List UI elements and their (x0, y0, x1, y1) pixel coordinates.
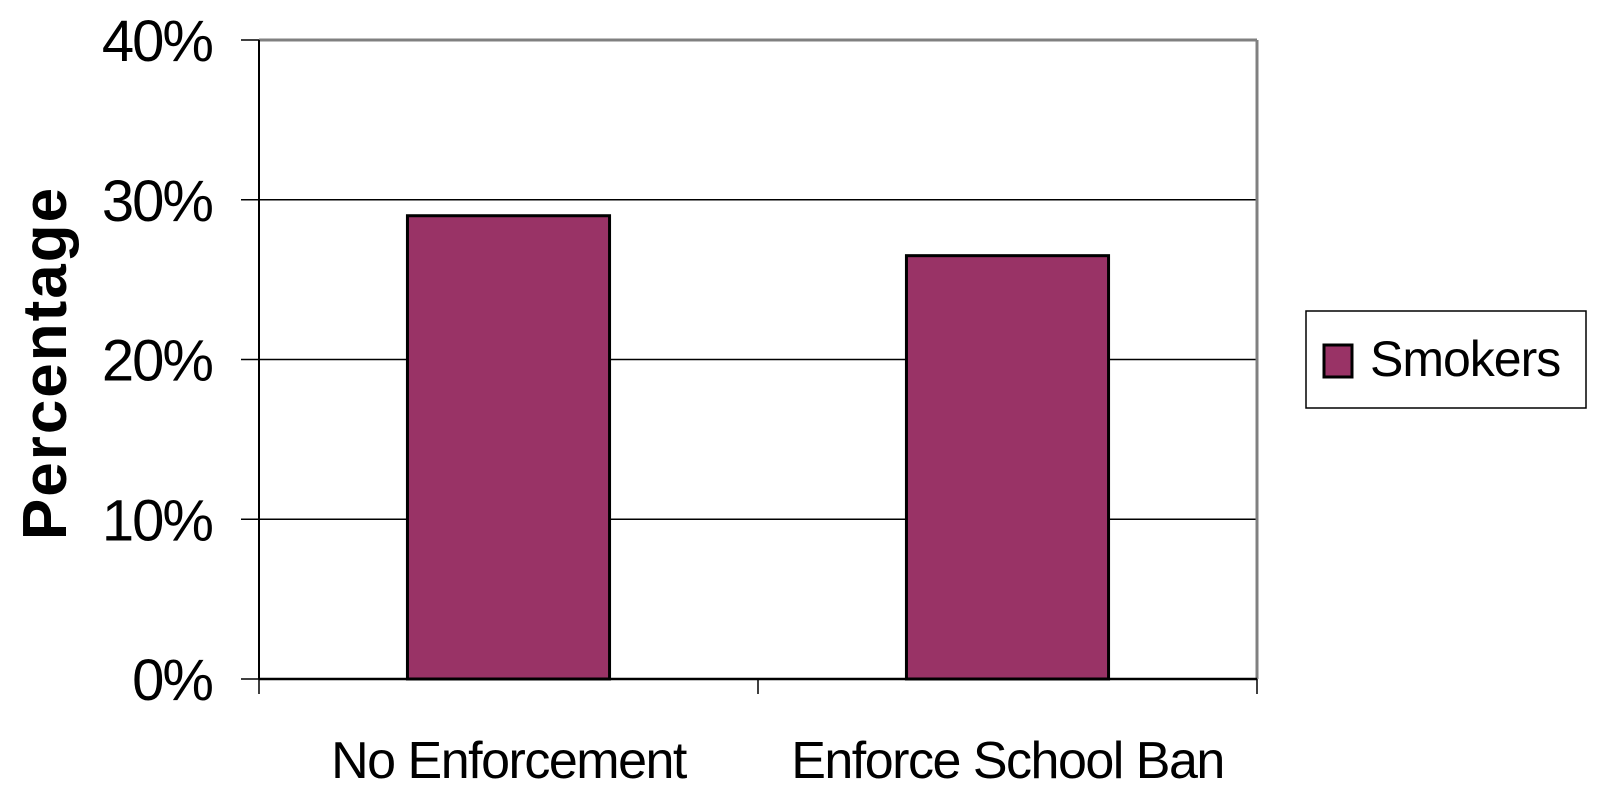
y-tick-labels: 0% 10% 20% 30% 40% (102, 9, 215, 713)
y-axis-title: Percentage (11, 186, 80, 540)
bar (904, 254, 1111, 681)
axes (241, 38, 1259, 694)
legend-swatch (1322, 343, 1354, 379)
y-tick-label: 30% (102, 169, 213, 234)
y-tick-label: 10% (102, 488, 213, 553)
bars (405, 214, 1111, 681)
legend: Smokers (1305, 310, 1587, 409)
x-category-label: Enforce School Ban (791, 732, 1224, 790)
legend-label: Smokers (1370, 331, 1560, 387)
y-tick-label: 0% (132, 648, 212, 713)
y-tick-label: 40% (102, 9, 213, 74)
x-category-labels: No Enforcement Enforce School Ban (331, 732, 1225, 790)
bar (405, 214, 612, 681)
y-tick-label: 20% (102, 329, 213, 394)
x-category-label: No Enforcement (331, 732, 688, 790)
